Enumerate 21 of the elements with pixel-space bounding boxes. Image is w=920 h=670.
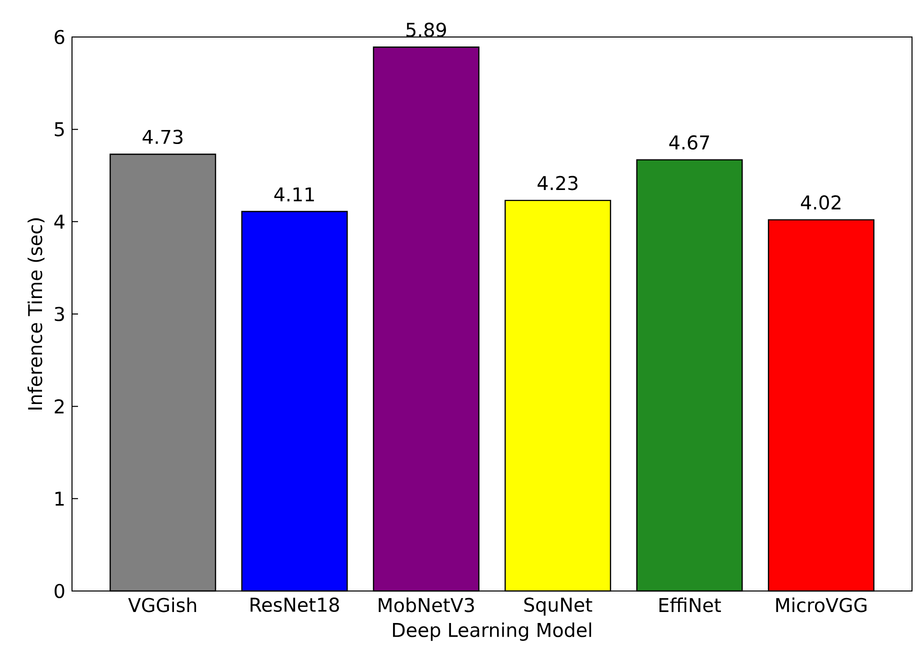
data-label: 4.73	[142, 130, 182, 144]
data-label: 5.89	[406, 22, 446, 37]
y-tick-label: 3	[54, 306, 64, 322]
data-label: 4.02	[800, 195, 840, 210]
y-tick-label: 0	[54, 584, 64, 598]
y-tick-label: 5	[54, 122, 64, 136]
data-label: 4.11	[274, 187, 314, 202]
x-tick-label: VGGish	[128, 598, 196, 612]
x-tick-label: MobNetV3	[378, 598, 474, 612]
y-tick-label: 1	[55, 492, 64, 506]
y-tick-label: 4	[54, 214, 64, 229]
y-tick-label: 2	[54, 399, 64, 414]
data-label: 4.23	[538, 176, 578, 190]
x-tick-label: MicroVGG	[776, 598, 866, 612]
y-tick-label: 6	[54, 30, 64, 44]
x-tick-label: EffiNet	[660, 598, 721, 612]
x-axis-title: Deep Learning Model	[393, 622, 592, 641]
x-tick-label: ResNet18	[250, 598, 339, 612]
x-tick-label: SquNet	[524, 598, 592, 616]
y-axis-title: Inference Time (sec)	[28, 218, 45, 410]
data-label: 4.67	[669, 135, 710, 150]
